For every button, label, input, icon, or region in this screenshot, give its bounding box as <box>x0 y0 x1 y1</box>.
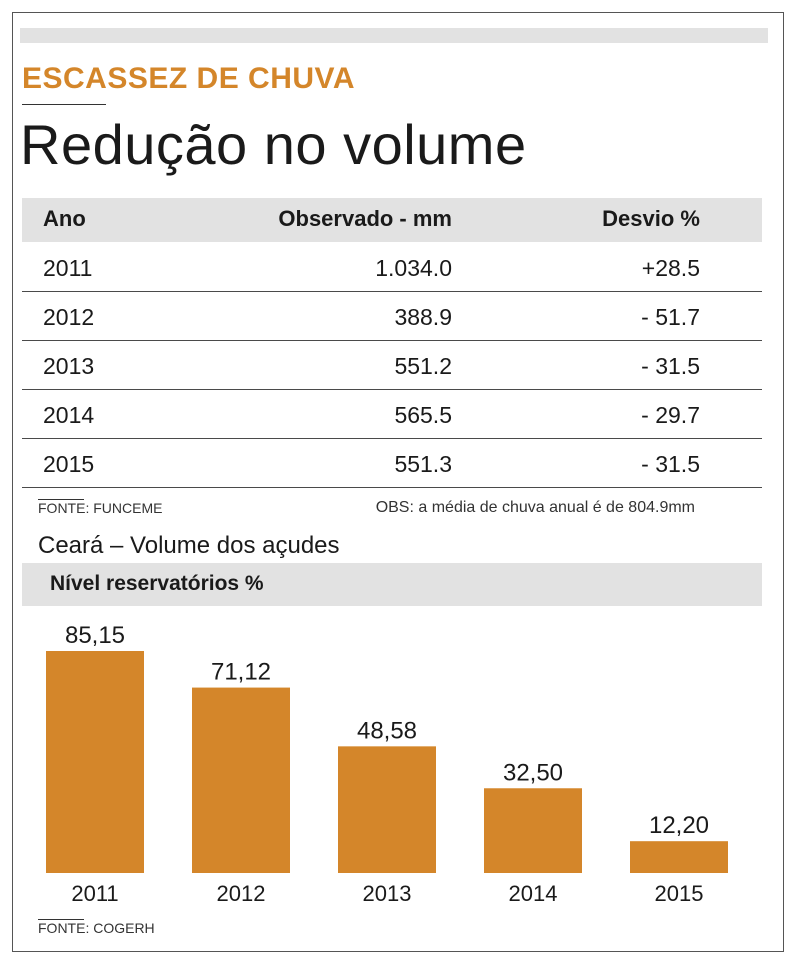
category-label-2012: 2012 <box>217 881 266 906</box>
cell-ano: 2013 <box>43 353 95 379</box>
bar-2014 <box>484 788 582 873</box>
kicker-rule <box>22 104 106 105</box>
cell-observado: 1.034.0 <box>375 255 452 281</box>
value-label-2013: 48,58 <box>357 717 417 744</box>
cell-ano: 2014 <box>43 402 95 428</box>
header-observado: Observado - mm <box>278 206 452 231</box>
cell-ano: 2015 <box>43 451 95 477</box>
table-row: 2011 1.034.0 +28.5 <box>22 243 762 292</box>
table-header <box>22 198 762 242</box>
header-desvio: Desvio % <box>602 206 700 231</box>
chart-title: Nível reservatórios % <box>50 572 264 595</box>
category-label-2015: 2015 <box>655 881 704 906</box>
table-row: 2012 388.9 - 51.7 <box>22 292 762 341</box>
cell-desvio: +28.5 <box>641 255 700 281</box>
cell-observado: 551.2 <box>394 353 452 379</box>
source-rule <box>38 919 84 920</box>
category-label-2014: 2014 <box>509 881 558 906</box>
chart-subtitle: Ceará – Volume dos açudes <box>38 532 340 559</box>
value-label-2014: 32,50 <box>503 759 563 786</box>
table-source: FONTE: FUNCEME <box>38 500 163 516</box>
bar-2011 <box>46 651 144 873</box>
source-rule <box>38 499 84 500</box>
chart-source: FONTE: COGERH <box>38 920 155 936</box>
cell-desvio: - 31.5 <box>641 451 700 477</box>
cell-observado: 551.3 <box>394 451 452 477</box>
cell-desvio: - 51.7 <box>641 304 700 330</box>
cell-desvio: - 31.5 <box>641 353 700 379</box>
cell-observado: 565.5 <box>394 402 452 428</box>
bar-2015 <box>630 841 728 873</box>
category-label-2011: 2011 <box>71 881 118 906</box>
cell-observado: 388.9 <box>394 304 452 330</box>
value-label-2011: 85,15 <box>65 622 125 649</box>
bar-2012 <box>192 687 290 873</box>
table-row: 2013 551.2 - 31.5 <box>22 341 762 390</box>
value-label-2012: 71,12 <box>211 659 271 686</box>
table-row: 2014 565.5 - 29.7 <box>22 390 762 439</box>
bar-2013 <box>338 746 436 873</box>
header-ano: Ano <box>43 206 86 231</box>
table-row: 2015 551.3 - 31.5 <box>22 439 762 488</box>
cell-desvio: - 29.7 <box>641 402 700 428</box>
table-note: OBS: a média de chuva anual é de 804.9mm <box>375 499 695 516</box>
top-band <box>20 28 768 43</box>
value-label-2015: 12,20 <box>649 812 709 839</box>
cell-ano: 2011 <box>43 255 93 281</box>
headline: Redução no volume <box>20 113 527 176</box>
category-label-2013: 2013 <box>363 881 412 906</box>
kicker: ESCASSEZ DE CHUVA <box>22 62 355 95</box>
chart-header-band <box>22 563 762 606</box>
cell-ano: 2012 <box>43 304 95 330</box>
